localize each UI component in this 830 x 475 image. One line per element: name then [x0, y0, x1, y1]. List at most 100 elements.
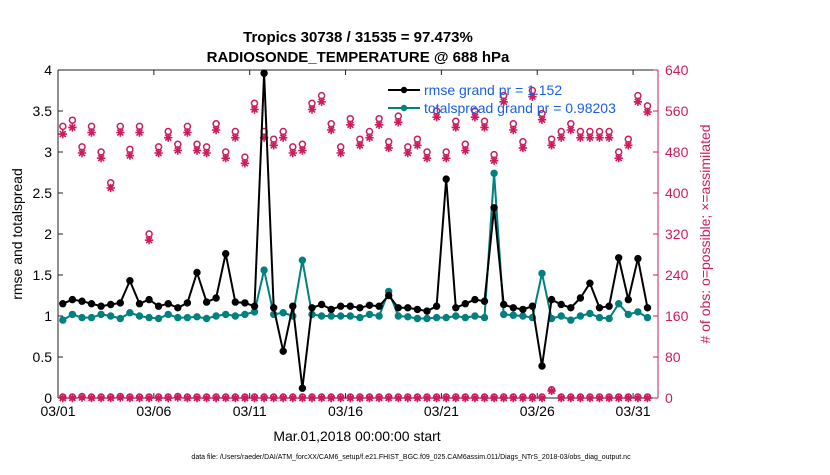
y-left-tick-label: 3	[44, 144, 52, 160]
rmse-point	[260, 69, 268, 78]
obs-low-count-star	[135, 393, 144, 403]
totalspread-point	[116, 314, 125, 323]
totalspread-point	[193, 313, 201, 321]
x-tick-label: 03/16	[328, 403, 363, 419]
rmse-point	[250, 302, 259, 310]
obs-low-count-star	[307, 393, 317, 403]
obs-assimilated-marker	[557, 133, 566, 142]
rmse-segment	[282, 305, 294, 352]
totalspread-point	[605, 314, 613, 323]
rmse-point	[471, 295, 479, 304]
obs-low-count-star	[240, 393, 250, 403]
y-right-tick-label: 160	[665, 308, 689, 324]
obs-assimilated-marker	[537, 115, 547, 124]
rmse-point	[126, 277, 134, 285]
obs-assimilated-marker	[470, 113, 480, 122]
y-left-tick-label: 1	[44, 308, 52, 324]
obs-assimilated-marker	[279, 133, 288, 142]
y-right-tick-label: 400	[665, 185, 689, 201]
obs-assimilated-marker	[298, 146, 307, 155]
obs-assimilated-marker	[355, 141, 365, 150]
rmse-point	[404, 304, 412, 312]
rmse-point	[547, 295, 556, 304]
totalspread-point	[298, 256, 307, 264]
obs-low-count-star	[604, 393, 614, 403]
obs-assimilated-marker	[432, 113, 441, 122]
totalspread-point	[461, 313, 469, 322]
rmse-segment	[483, 207, 496, 302]
rmse-point	[394, 304, 402, 312]
x-tick-label: 03/31	[616, 403, 651, 419]
totalspread-point	[567, 316, 575, 324]
obs-assimilated-marker	[240, 159, 250, 168]
y-right-tick-label: 480	[665, 144, 689, 160]
totalspread-point	[164, 310, 172, 319]
x-axis-label: Mar.01,2018 00:00:00 start	[273, 428, 440, 444]
obs-low-count-star	[499, 393, 508, 403]
totalspread-point	[557, 312, 565, 320]
obs-assimilated-marker	[269, 141, 278, 150]
obs-assimilated-marker	[461, 146, 470, 155]
rmse-point	[327, 305, 335, 314]
obs-low-count-star	[451, 393, 460, 403]
obs-assimilated-marker	[604, 133, 614, 142]
obs-low-count-star	[413, 393, 422, 403]
totalspread-point	[317, 312, 326, 320]
y-left-tick-label: 0	[44, 390, 52, 406]
totalspread-point	[634, 308, 642, 316]
totalspread-point	[154, 314, 163, 323]
totalspread-point	[327, 312, 335, 320]
obs-assimilated-marker	[317, 97, 326, 106]
y-right-tick-label: 640	[665, 62, 689, 78]
obs-assimilated-marker	[422, 154, 432, 163]
obs-assimilated-marker	[518, 143, 528, 153]
rmse-point	[222, 250, 230, 258]
obs-assimilated-marker	[154, 148, 163, 158]
obs-assimilated-marker	[307, 105, 317, 114]
obs-assimilated-marker	[231, 133, 240, 142]
rmse-point	[298, 384, 307, 392]
totalspread-point	[356, 313, 364, 322]
obs-assimilated-marker	[480, 123, 489, 132]
rmse-point	[480, 297, 489, 305]
obs-low-count-star	[614, 393, 623, 403]
obs-assimilated-marker	[68, 123, 77, 132]
obs-low-count-star	[633, 393, 643, 403]
obs-assimilated-marker	[144, 236, 154, 245]
obs-assimilated-marker	[528, 92, 537, 101]
obs-low-count-star	[154, 393, 163, 403]
rmse-point	[586, 279, 594, 287]
y-axis-label-right: # of obs: o=possible; ×=assimilated	[697, 124, 713, 343]
obs-assimilated-marker	[96, 154, 106, 163]
rmse-segment	[627, 258, 639, 300]
totalspread-point	[174, 313, 182, 322]
obs-low-count-star	[221, 393, 230, 403]
obs-low-count-star	[269, 393, 278, 403]
obs-assimilated-marker	[614, 154, 623, 163]
rmse-point	[97, 302, 105, 310]
obs-low-count-star	[461, 393, 470, 403]
totalspread-point	[78, 313, 86, 322]
totalspread-point	[538, 269, 546, 278]
obs-assimilated-marker	[125, 151, 135, 160]
rmse-point	[231, 298, 240, 306]
y-right-tick-label: 80	[665, 349, 681, 365]
totalspread-point	[183, 313, 192, 322]
rmse-point	[145, 295, 153, 304]
obs-low-count-star	[87, 393, 96, 403]
obs-low-count-star	[288, 393, 297, 403]
rmse-point	[567, 304, 575, 312]
obs-low-count-star	[394, 393, 403, 403]
rmse-point	[519, 305, 527, 314]
rmse-point	[461, 300, 469, 308]
obs-low-count-star	[96, 393, 106, 403]
rmse-segment	[272, 307, 285, 352]
rmse-point	[452, 304, 460, 312]
obs-low-count-star	[259, 393, 269, 403]
rmse-point	[423, 307, 431, 315]
obs-low-count-star	[566, 393, 575, 403]
y-axis-label-left: rmse and totalspread	[9, 168, 25, 300]
rmse-segment	[224, 253, 237, 303]
obs-low-count-star	[422, 393, 432, 403]
rmse-point	[576, 294, 585, 302]
